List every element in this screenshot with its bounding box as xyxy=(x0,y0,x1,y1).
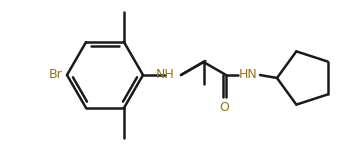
Text: HN: HN xyxy=(239,69,257,81)
Text: NH: NH xyxy=(155,69,174,81)
Text: O: O xyxy=(219,101,229,114)
Text: Br: Br xyxy=(49,69,63,81)
